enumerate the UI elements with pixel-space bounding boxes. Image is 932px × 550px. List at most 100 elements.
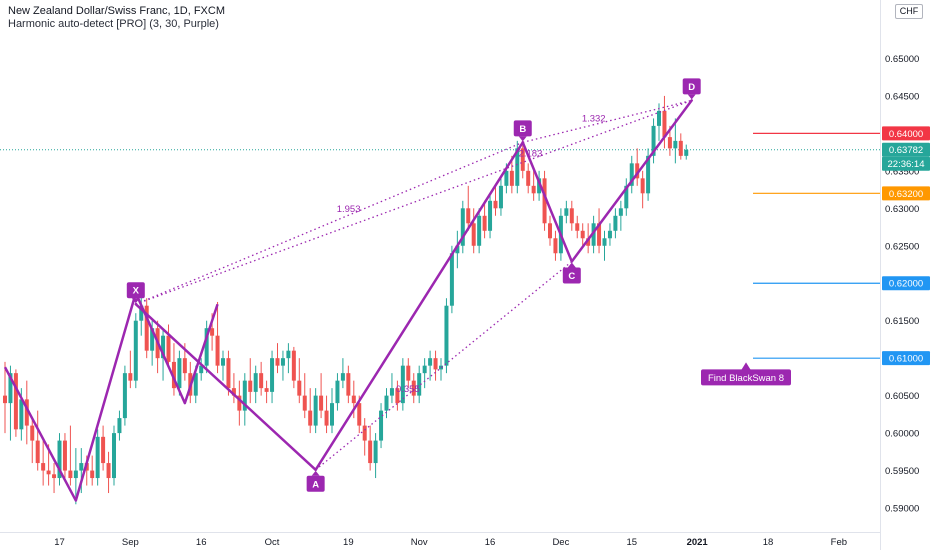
- candle: [439, 358, 443, 381]
- level-price-tag: [882, 276, 930, 291]
- candle-body: [422, 365, 427, 374]
- candle-body: [68, 470, 73, 479]
- price-tick-label: 0.59000: [885, 504, 919, 515]
- candle-body: [144, 305, 149, 351]
- candle-body: [433, 358, 438, 370]
- candle-body: [449, 253, 454, 306]
- candle: [635, 148, 640, 186]
- candle-body: [248, 380, 253, 392]
- candle: [308, 388, 313, 434]
- time-tick-label: 18: [763, 537, 774, 548]
- pointer: [741, 362, 751, 371]
- candle-body: [351, 395, 356, 404]
- candle: [417, 365, 422, 404]
- candle: [411, 373, 416, 404]
- candle-body: [417, 373, 422, 396]
- candle-body: [128, 373, 133, 381]
- candle-body: [52, 474, 57, 479]
- candle-body: [275, 358, 280, 366]
- candle-body: [73, 470, 78, 479]
- candle-body: [30, 425, 35, 441]
- price-tick-label: 0.63000: [885, 204, 919, 215]
- candle: [624, 178, 629, 216]
- candle: [460, 200, 465, 254]
- price-tick-label: 0.63500: [885, 166, 919, 177]
- price-tick-label: 0.60500: [885, 391, 919, 402]
- candle-body: [564, 208, 569, 216]
- candle: [335, 373, 340, 411]
- candle: [13, 369, 18, 437]
- level-price-tag: [882, 186, 930, 201]
- candle-body: [368, 440, 373, 464]
- candle: [253, 365, 258, 404]
- candle: [477, 208, 482, 254]
- candle: [101, 425, 106, 471]
- point-badge: [562, 267, 581, 284]
- candle: [444, 298, 449, 374]
- time-tick-label: Nov: [411, 537, 428, 548]
- horizontal-levels: 0.64000 0.63200 0.62000 0.61000: [753, 126, 930, 366]
- candle: [291, 346, 296, 389]
- level-price-label: 0.62000: [889, 279, 923, 290]
- candle: [509, 155, 514, 194]
- candle-body: [548, 223, 552, 239]
- time-axis: 17 Sep 16 Oct 19 Nov 16 Dec 15 2021 18 Feb: [54, 537, 847, 548]
- candle-body: [509, 170, 514, 186]
- candle-body: [8, 373, 13, 404]
- indicator-label[interactable]: Harmonic auto-detect [PRO] (3, 30, Purpl…: [8, 18, 219, 30]
- candle-body: [389, 388, 394, 396]
- candle: [542, 170, 547, 231]
- candle: [520, 140, 525, 179]
- candle-body: [237, 395, 242, 411]
- candle-body: [62, 440, 67, 471]
- annotation-badge: [701, 369, 791, 386]
- candle: [531, 170, 536, 201]
- candle: [651, 118, 656, 164]
- candle-body: [313, 395, 318, 426]
- candle-body: [526, 170, 531, 186]
- ratio-line: [522, 99, 692, 143]
- candle-body: [597, 223, 602, 246]
- candle: [433, 350, 438, 381]
- candle-body: [46, 470, 51, 475]
- candle: [379, 403, 384, 449]
- ratio-label: 1.953: [337, 204, 361, 215]
- candle-body: [553, 238, 558, 254]
- candle-body: [204, 328, 209, 366]
- candle-body: [384, 395, 389, 411]
- candle-body: [640, 178, 645, 194]
- candle: [673, 118, 678, 164]
- candle-body: [106, 463, 111, 479]
- candle-body: [624, 185, 629, 209]
- candle-body: [13, 373, 18, 430]
- candle: [139, 294, 144, 336]
- point-label: C: [568, 271, 575, 282]
- price-tick-label: 0.64500: [885, 91, 919, 102]
- candle-body: [493, 200, 498, 209]
- candle-body: [291, 350, 296, 381]
- candle: [95, 429, 100, 486]
- candle: [237, 380, 242, 426]
- candle: [640, 170, 645, 209]
- candle-body: [226, 358, 231, 389]
- candle-body: [335, 380, 340, 404]
- candle-body: [651, 125, 656, 156]
- candle-body: [678, 140, 683, 156]
- candle: [602, 230, 607, 261]
- pointer: [131, 298, 140, 304]
- currency-badge[interactable]: CHF: [895, 4, 923, 19]
- candle: [3, 361, 7, 434]
- candle: [564, 200, 569, 224]
- pattern-leg: [521, 141, 574, 263]
- candle: [346, 365, 351, 404]
- level-price-label: 0.64000: [889, 129, 923, 140]
- candle: [297, 358, 302, 404]
- candle-body: [259, 373, 264, 389]
- candle-body: [199, 365, 204, 374]
- candle-body: [171, 361, 176, 389]
- candle: [221, 350, 225, 381]
- candle-body: [161, 335, 166, 359]
- candle-body: [646, 155, 651, 194]
- candle: [319, 373, 324, 419]
